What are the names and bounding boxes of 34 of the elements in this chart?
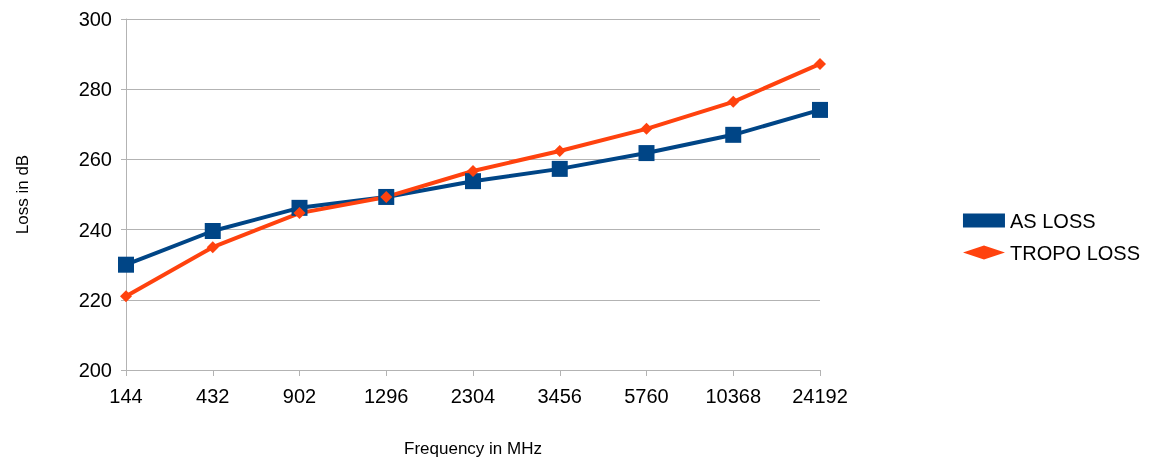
point bbox=[553, 144, 566, 157]
point bbox=[293, 207, 306, 220]
x-tick-label: 2304 bbox=[450, 385, 496, 407]
x-tick-label: 144 bbox=[109, 385, 143, 407]
legend-label: AS LOSS bbox=[1009, 209, 1096, 232]
point bbox=[467, 164, 479, 177]
x-axis-title: Frequency in MHz bbox=[404, 439, 542, 458]
point bbox=[638, 145, 655, 162]
point bbox=[204, 223, 221, 239]
y-tick-label: 300 bbox=[78, 8, 112, 30]
point bbox=[120, 290, 132, 303]
y-tick-label: 220 bbox=[78, 288, 112, 311]
y-tick-label: 200 bbox=[78, 359, 112, 381]
point bbox=[118, 256, 134, 273]
point bbox=[725, 126, 742, 143]
point bbox=[206, 241, 219, 254]
y-axis-title: Loss in dB bbox=[13, 154, 32, 235]
x-tick-label: 902 bbox=[282, 385, 317, 407]
x-tick-label: 10368 bbox=[705, 385, 762, 407]
point bbox=[465, 173, 481, 190]
point bbox=[640, 122, 653, 135]
y-tick-label: 280 bbox=[78, 78, 112, 101]
point bbox=[812, 101, 828, 118]
x-tick-label: 1296 bbox=[364, 385, 409, 407]
x-tick-label: 432 bbox=[196, 385, 230, 407]
point bbox=[551, 160, 568, 177]
y-tick-label: 240 bbox=[78, 218, 112, 241]
point bbox=[814, 57, 826, 70]
x-tick-label: 3456 bbox=[537, 385, 582, 407]
legend-label: TROPO LOSS bbox=[1009, 241, 1140, 264]
x-tick-label: 24192 bbox=[792, 385, 848, 407]
point bbox=[727, 95, 740, 108]
x-tick-label: 5760 bbox=[624, 385, 669, 407]
y-tick-label: 260 bbox=[78, 148, 112, 171]
